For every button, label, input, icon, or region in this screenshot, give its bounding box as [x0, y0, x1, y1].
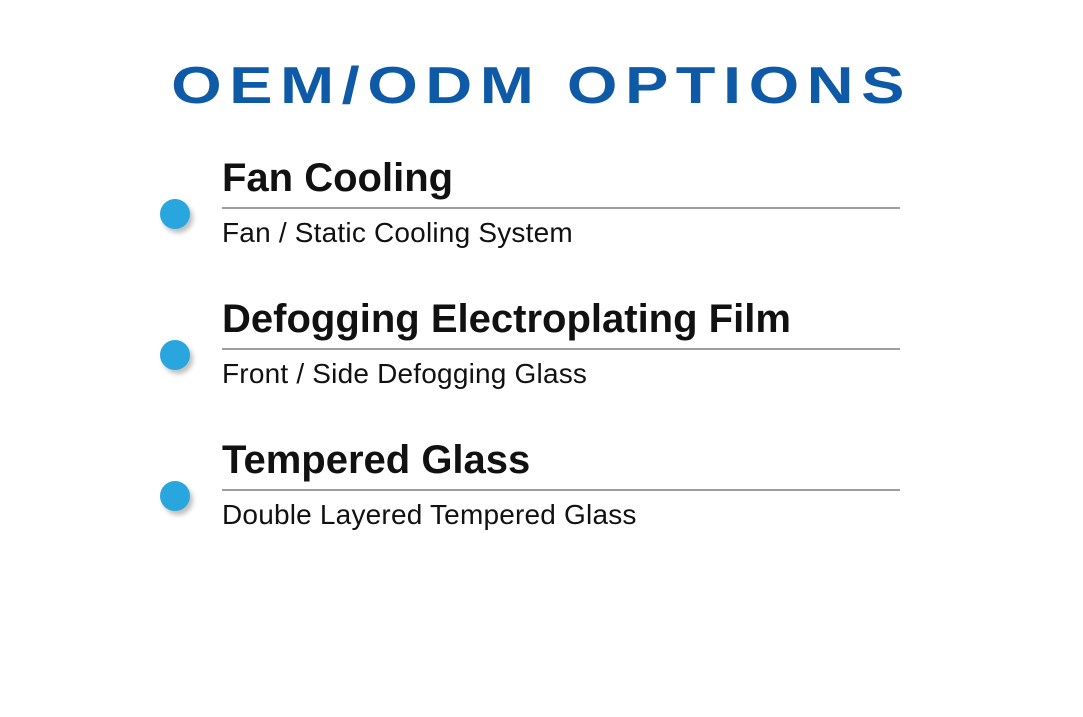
item-text: Defogging Electroplating Film Front / Si…: [222, 297, 900, 390]
item-sub: Front / Side Defogging Glass: [222, 358, 900, 390]
divider: [222, 348, 900, 350]
options-list: Fan Cooling Fan / Static Cooling System …: [160, 156, 900, 531]
list-item: Tempered Glass Double Layered Tempered G…: [160, 438, 900, 531]
item-sub: Double Layered Tempered Glass: [222, 499, 900, 531]
bullet-icon: [160, 340, 190, 370]
bullet-icon: [160, 199, 190, 229]
item-heading: Tempered Glass: [222, 438, 900, 483]
item-sub: Fan / Static Cooling System: [222, 217, 900, 249]
item-heading: Defogging Electroplating Film: [222, 297, 900, 342]
list-item: Defogging Electroplating Film Front / Si…: [160, 297, 900, 390]
page-title: OEM/ODM OPTIONS: [0, 56, 1083, 116]
bullet-icon: [160, 481, 190, 511]
item-text: Tempered Glass Double Layered Tempered G…: [222, 438, 900, 531]
divider: [222, 207, 900, 209]
divider: [222, 489, 900, 491]
item-heading: Fan Cooling: [222, 156, 900, 201]
list-item: Fan Cooling Fan / Static Cooling System: [160, 156, 900, 249]
item-text: Fan Cooling Fan / Static Cooling System: [222, 156, 900, 249]
page: OEM/ODM OPTIONS Fan Cooling Fan / Static…: [0, 0, 1083, 717]
